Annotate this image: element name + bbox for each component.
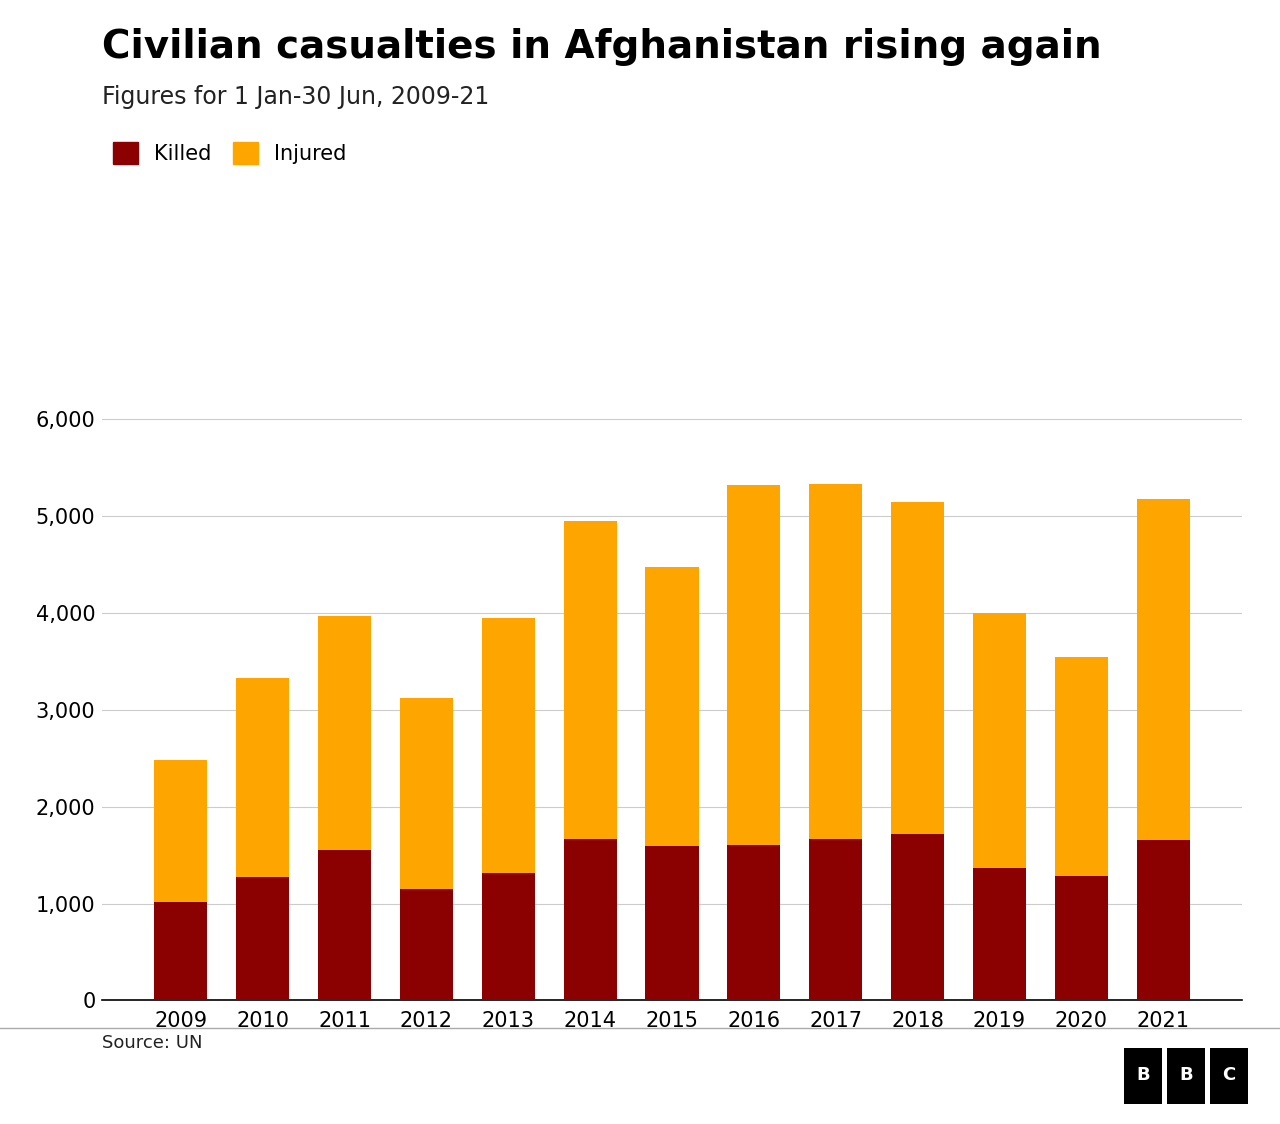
Bar bbox=[1137, 840, 1190, 1000]
Bar bbox=[481, 618, 535, 872]
Bar bbox=[727, 845, 781, 1000]
Bar bbox=[399, 698, 453, 889]
Bar bbox=[1055, 658, 1108, 877]
FancyBboxPatch shape bbox=[1124, 1049, 1162, 1104]
Text: B: B bbox=[1179, 1066, 1193, 1084]
Bar bbox=[973, 614, 1027, 868]
Bar bbox=[809, 840, 863, 1000]
FancyBboxPatch shape bbox=[1166, 1049, 1206, 1104]
Bar bbox=[236, 678, 289, 877]
Bar bbox=[891, 834, 945, 1000]
Bar bbox=[317, 851, 371, 1000]
Bar bbox=[1055, 877, 1108, 1000]
Text: Source: UN: Source: UN bbox=[102, 1034, 204, 1052]
Bar bbox=[809, 484, 863, 840]
Text: B: B bbox=[1137, 1066, 1149, 1084]
Bar bbox=[645, 846, 699, 1000]
Text: Civilian casualties in Afghanistan rising again: Civilian casualties in Afghanistan risin… bbox=[102, 28, 1102, 66]
Bar bbox=[1137, 499, 1190, 840]
Bar bbox=[481, 872, 535, 1000]
Bar bbox=[891, 502, 945, 834]
Bar bbox=[563, 840, 617, 1000]
Bar bbox=[236, 877, 289, 1000]
Legend: Killed, Injured: Killed, Injured bbox=[113, 142, 347, 164]
Bar bbox=[973, 868, 1027, 1000]
Text: C: C bbox=[1222, 1066, 1235, 1084]
Bar bbox=[154, 903, 207, 1000]
FancyBboxPatch shape bbox=[1210, 1049, 1248, 1104]
Bar bbox=[563, 520, 617, 840]
Bar bbox=[317, 616, 371, 851]
Text: Figures for 1 Jan-30 Jun, 2009-21: Figures for 1 Jan-30 Jun, 2009-21 bbox=[102, 85, 490, 109]
Bar bbox=[399, 889, 453, 1000]
Bar bbox=[154, 760, 207, 903]
Bar bbox=[727, 484, 781, 845]
Bar bbox=[645, 566, 699, 846]
